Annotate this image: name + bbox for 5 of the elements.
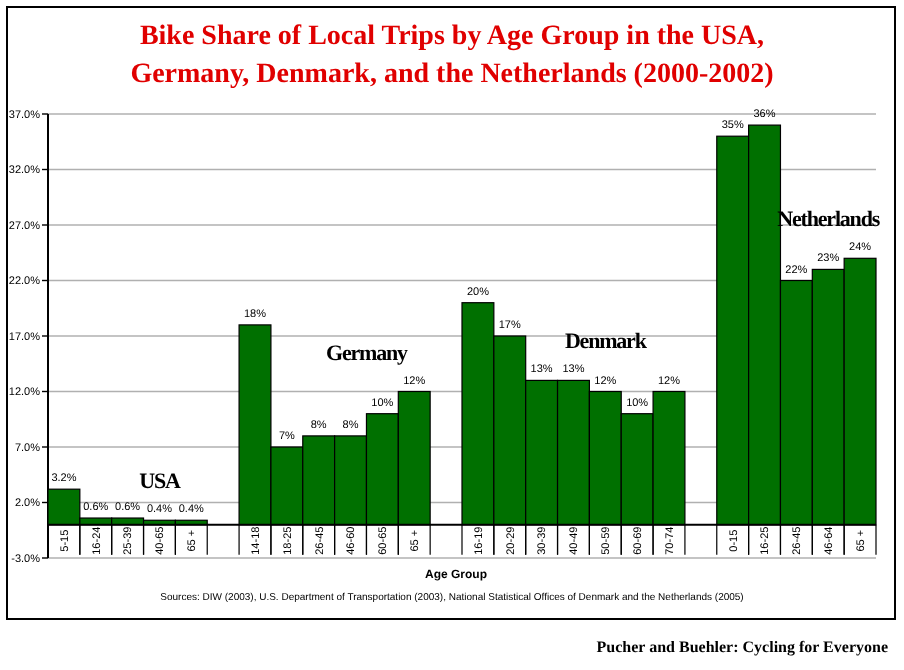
annotation: USA bbox=[139, 470, 181, 495]
chart-title: Bike Share of Local Trips by Age Group in the USA, Germany, Denmark, and the Netherlands (2000-2002) bbox=[130, 22, 775, 90]
annotation: Denmark bbox=[564, 330, 649, 355]
annotation: Germany bbox=[326, 341, 410, 366]
text: Pucher and Buehler: Cycling for Everyone bbox=[596, 638, 889, 656]
